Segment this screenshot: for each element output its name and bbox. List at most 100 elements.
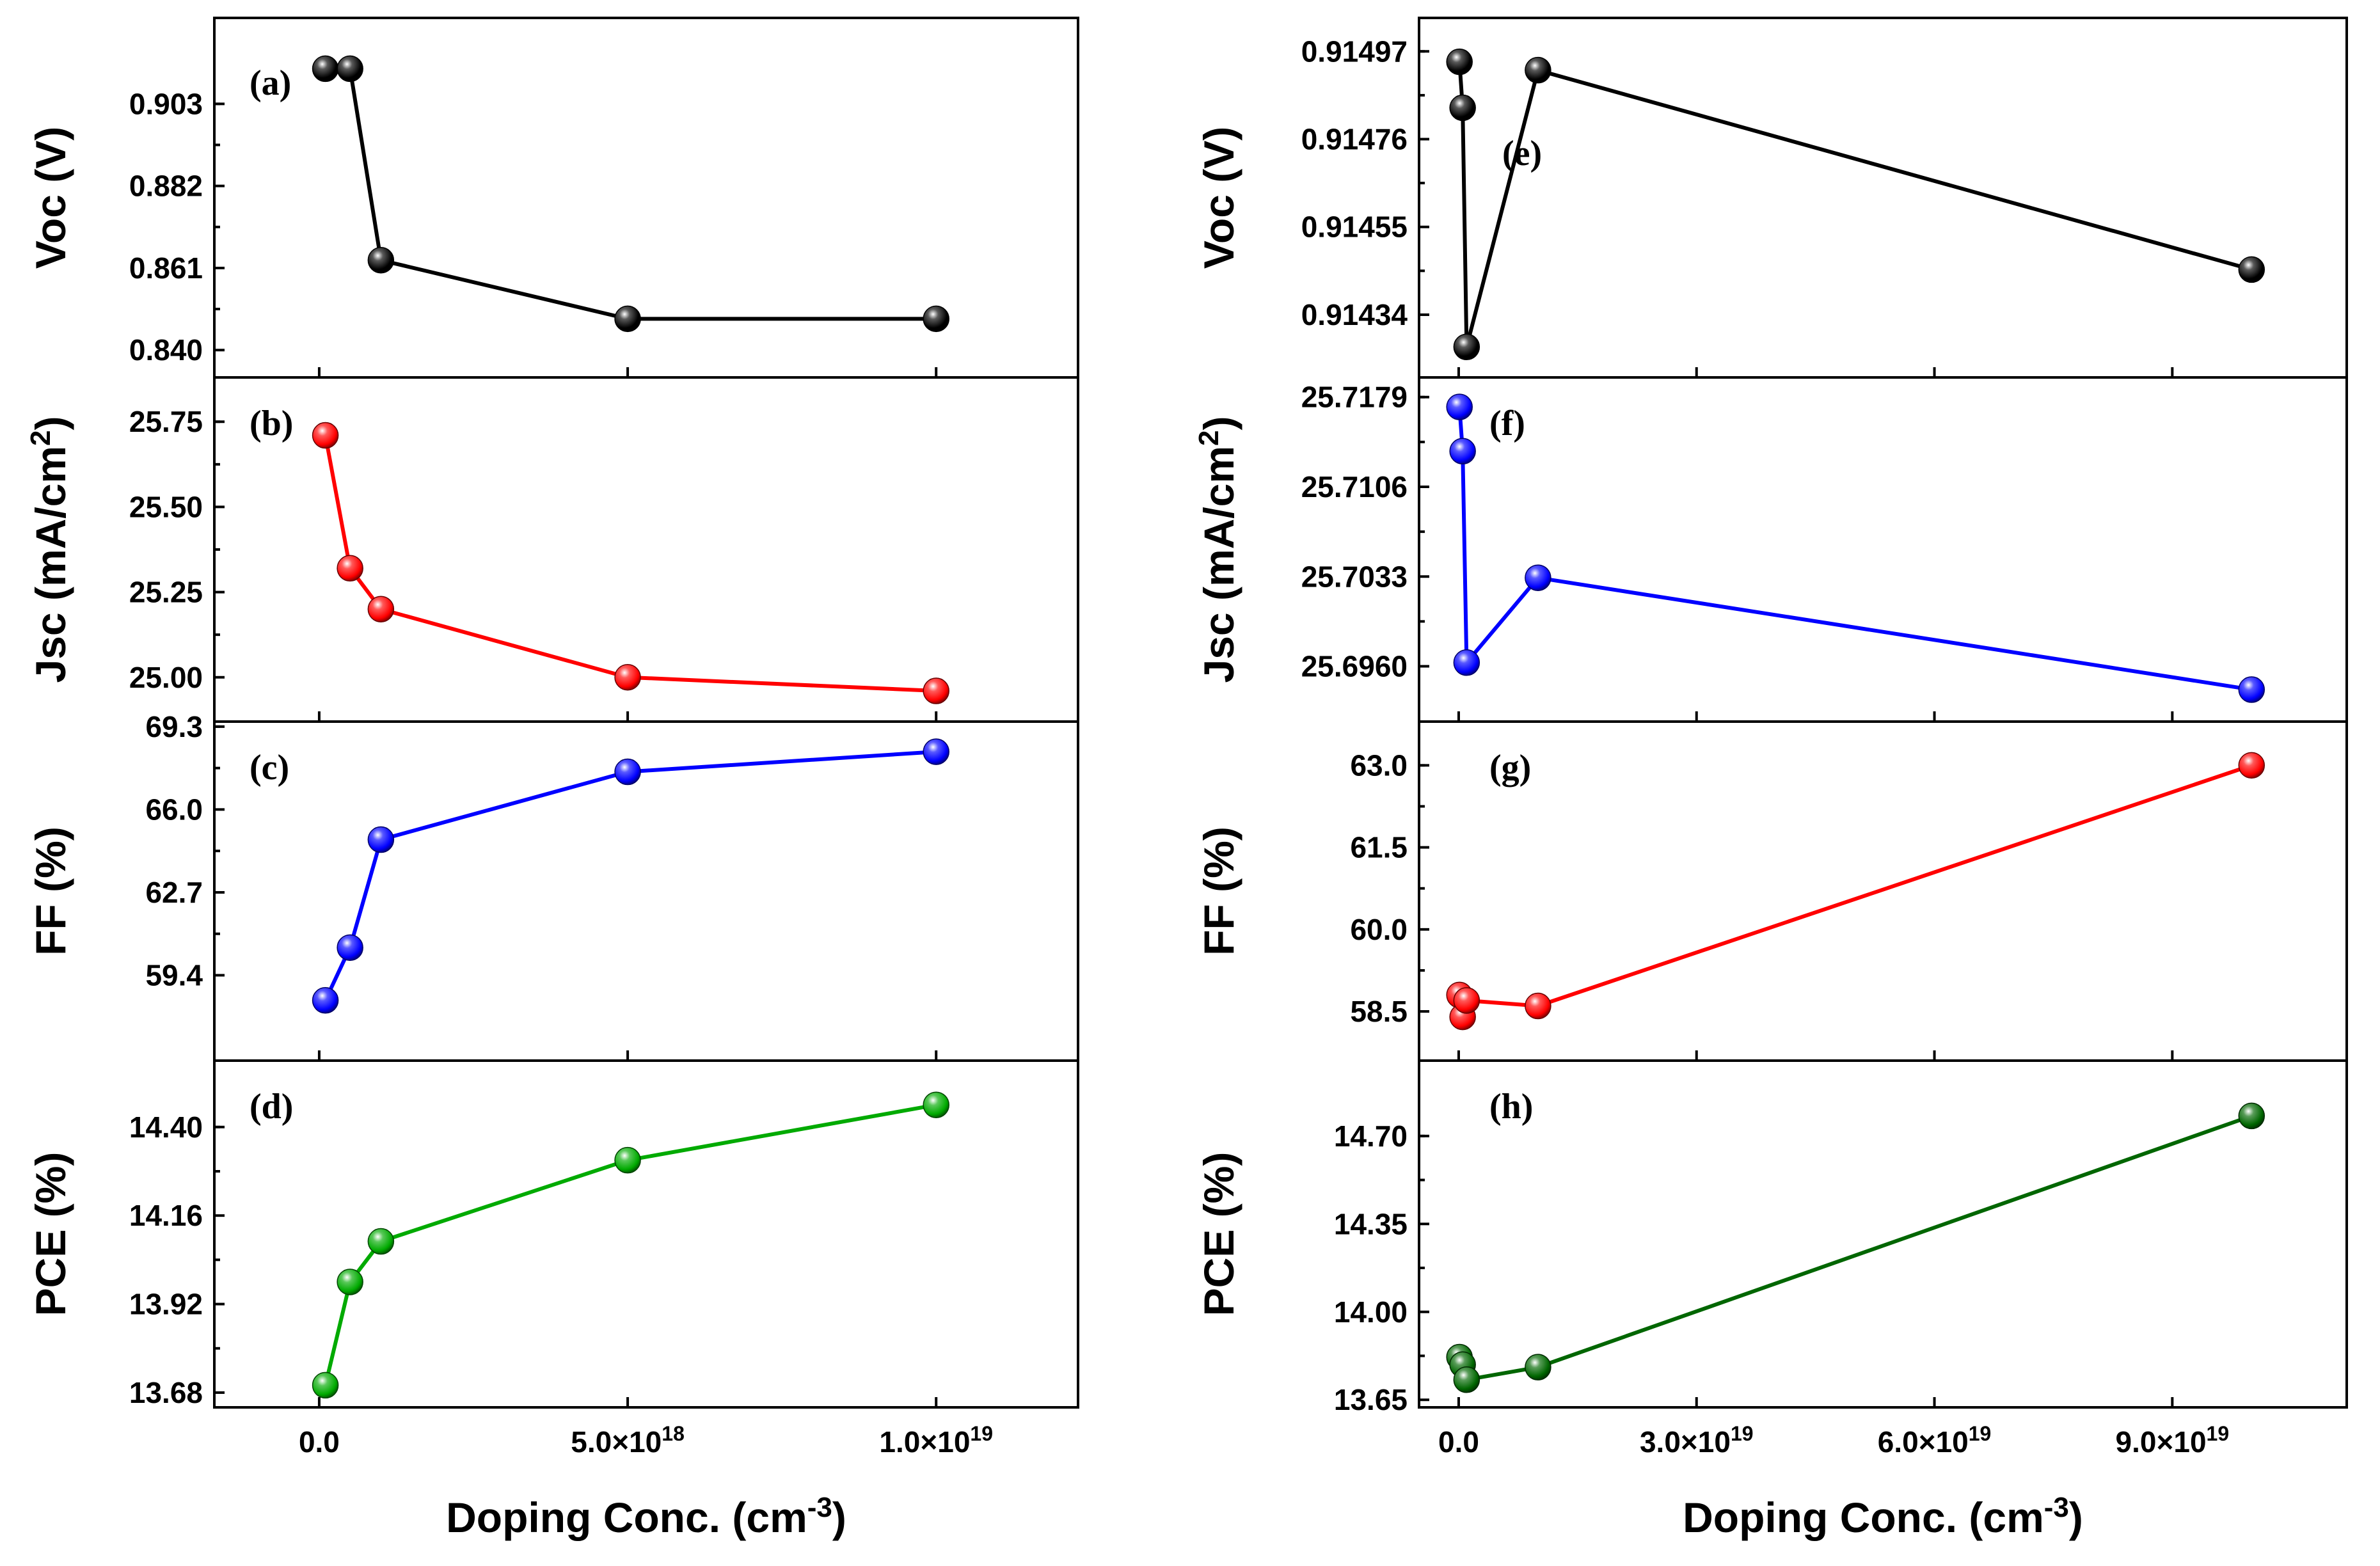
y-tick-label: 0.903 [129,87,203,120]
y-tick-label: 14.70 [1334,1119,1408,1153]
y-tick-label: 25.6960 [1301,650,1408,683]
y-axis-label-text: FF (%) [1195,826,1242,956]
data-point [923,305,949,333]
y-tick-label: 0.91455 [1301,210,1408,244]
data-point [614,664,641,691]
series-line [1457,1114,2253,1382]
y-axis-label: FF (%) [1195,826,1242,956]
panel-c: 59.4 62.7 66.0 69.3 FF (%) (c) [27,710,1079,1062]
panel-a: 0.840 0.861 0.882 0.903 Voc (V) (a) [27,17,1079,379]
data-point [1453,649,1480,676]
y-tick-label: 66.0 [145,793,203,826]
x-tick-label-sup: 19 [1969,1422,1992,1445]
panel-letter: (e) [1502,134,1542,173]
y-tick-label: 25.7179 [1301,381,1408,414]
x-tick-label-sup: 19 [970,1422,993,1445]
data-point [1449,438,1476,465]
y-axis-label-sup: 2 [25,430,56,445]
y-tick-label: 13.68 [129,1376,203,1409]
y-tick-label: 25.50 [129,490,203,523]
data-point [1525,564,1551,591]
y-axis-label-text: PCE (%) [1195,1152,1242,1317]
y-tick-label: 60.0 [1350,913,1408,946]
plot-frame [213,1059,1079,1409]
data-point [1453,333,1480,361]
panel-letter: (g) [1489,748,1531,787]
data-point [312,55,339,83]
y-axis-label-text: FF (%) [27,826,74,956]
y-tick-label: 0.882 [129,170,203,203]
y-tick-label: 69.3 [145,710,203,743]
data-point [614,758,641,786]
panel-g: 58.5 60.0 61.5 63.0 FF (%) (g) [1195,720,2348,1062]
data-point [312,1372,339,1399]
y-tick-label: 63.0 [1350,748,1408,782]
data-point [1525,56,1551,84]
data-point [2238,1102,2265,1130]
series-line [1457,61,2253,348]
x-tick-label: 0.0 [299,1425,340,1459]
y-axis-label: PCE (%) [27,1152,74,1317]
x-tick-label-sup: 19 [2207,1422,2230,1445]
y-axis-label-text: Jsc (mA/cm [27,446,74,683]
series-line [323,750,937,1002]
data-point [2238,752,2265,779]
x-tick-label: 1.0×1019 [879,1422,993,1459]
panel-letter: (f) [1489,404,1525,443]
x-tick-label-text: 1.0×10 [879,1425,970,1459]
series-line [1457,406,2252,692]
data-point [367,596,395,622]
data-point [1446,48,1473,75]
panel-e: 0.91434 0.91455 0.91476 0.91497 Voc (V) (e) [1195,17,2348,379]
data-point [2238,256,2265,283]
x-axis-label: Doping Conc. (cm-3) [446,1492,846,1542]
y-tick-label: 13.92 [129,1288,203,1321]
data-point [312,422,339,449]
data-point [337,555,363,582]
x-tick-label-text: 3.0×10 [1640,1425,1731,1459]
data-point [2238,676,2265,703]
y-tick-label: 61.5 [1350,831,1408,864]
data-point [1453,987,1480,1014]
y-axis-label: FF (%) [27,826,74,956]
x-tick-label: 0.0 [1438,1425,1479,1459]
y-tick-label: 59.4 [145,959,203,992]
data-point [614,1146,641,1174]
data-point [923,738,949,765]
plot-frame [1418,1059,2348,1409]
y-tick-label: 25.75 [129,405,203,438]
x-axis-label-sup: -3 [807,1492,832,1523]
data-point [337,1269,363,1295]
y-tick-label: 0.91476 [1301,123,1408,156]
panel-letter: (d) [250,1087,293,1127]
panel-letter: (h) [1489,1087,1533,1127]
y-tick-label: 14.00 [1334,1295,1408,1329]
data-point [337,934,363,961]
y-tick-label: 62.7 [145,876,203,909]
data-point [312,987,339,1014]
plot-frame [1418,376,2348,723]
y-tick-label: 13.65 [1334,1383,1408,1416]
y-axis-label-end: ) [1195,416,1242,431]
data-point [923,677,949,704]
y-axis-label: Jsc (mA/cm2) [25,416,75,683]
y-tick-label: 25.00 [129,661,203,694]
data-point [367,826,395,853]
y-axis-label-text: PCE (%) [27,1152,74,1317]
data-point [614,305,641,333]
y-tick-label: 0.91497 [1301,35,1408,68]
y-axis-label: Jsc (mA/cm2) [1193,416,1243,683]
data-point [1525,992,1551,1020]
series-line [325,67,937,321]
x-tick-label-text: 5.0×10 [571,1425,662,1459]
y-tick-label: 25.7106 [1301,470,1408,503]
x-axis-label-sup: -3 [2044,1492,2069,1523]
data-point [1453,1366,1480,1393]
data-point [367,246,395,274]
y-tick-label: 0.861 [129,251,203,285]
data-point [337,55,363,83]
y-tick-label: 25.7033 [1301,560,1408,593]
panel-letter: (b) [250,404,293,443]
